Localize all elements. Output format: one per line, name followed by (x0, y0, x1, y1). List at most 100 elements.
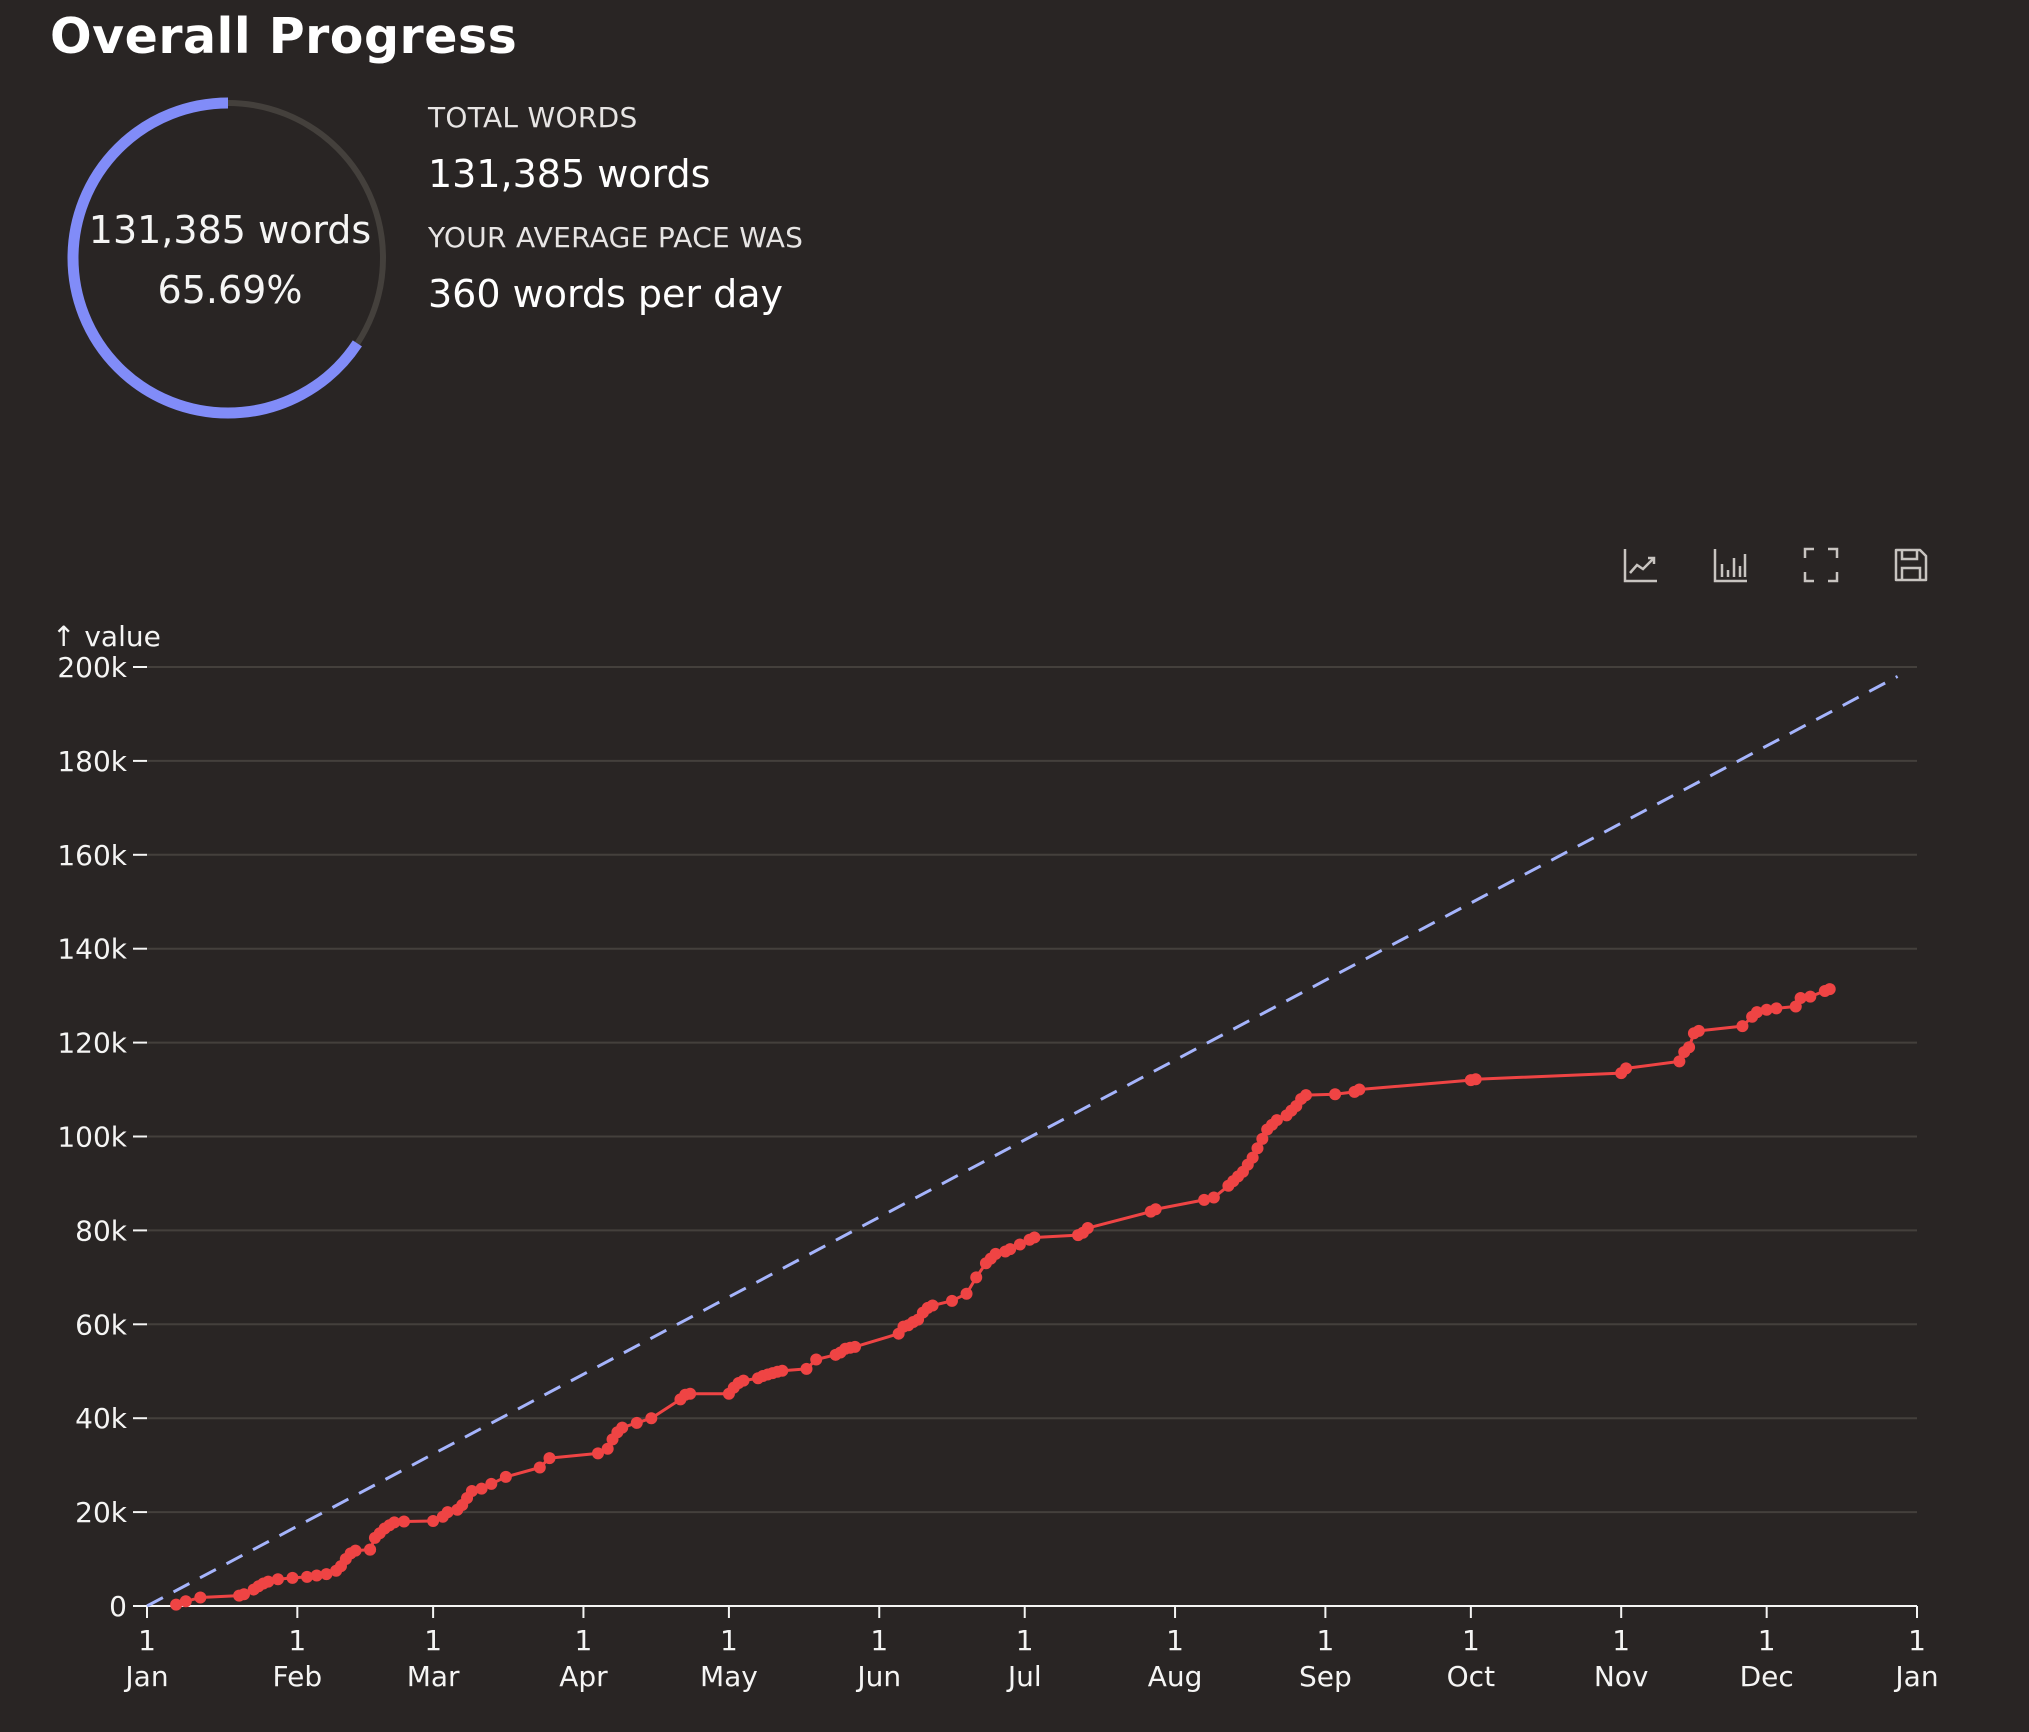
x-tick-month-label: Sep (1299, 1660, 1352, 1693)
x-tick-day-label: 1 (138, 1624, 156, 1657)
words-point (364, 1543, 377, 1556)
total-words-label: TOTAL WORDS (428, 101, 638, 134)
words-point (1198, 1193, 1211, 1206)
words-point (1469, 1073, 1482, 1086)
y-tick-label: 200k (57, 651, 127, 684)
words-point (286, 1571, 299, 1584)
x-tick-day-label: 1 (1166, 1624, 1184, 1657)
words-point (262, 1575, 275, 1588)
words-point (533, 1461, 546, 1474)
words-point (1804, 990, 1817, 1003)
y-tick-label: 60k (75, 1308, 128, 1341)
words-point (310, 1569, 323, 1582)
x-tick-day-label: 1 (1016, 1624, 1034, 1657)
ring-words: 131,385 words (88, 208, 372, 252)
words-point (970, 1271, 983, 1284)
words-point (1299, 1089, 1312, 1102)
words-point (810, 1353, 823, 1366)
words-point (989, 1247, 1002, 1260)
x-tick-day-label: 1 (720, 1624, 738, 1657)
x-tick-day-label: 1 (1908, 1624, 1926, 1657)
x-tick-month-label: Apr (559, 1660, 608, 1693)
x-tick-day-label: 1 (1316, 1624, 1334, 1657)
progress-ring-graphic (67, 97, 389, 419)
words-point (237, 1588, 250, 1601)
words-point (1770, 1002, 1783, 1015)
words-point (1353, 1083, 1366, 1096)
words-point (1683, 1041, 1696, 1054)
words-point (849, 1340, 861, 1353)
words-point (194, 1591, 207, 1604)
words-point (1149, 1203, 1162, 1216)
bar-chart-button[interactable] (1712, 546, 1750, 584)
words-point (1028, 1231, 1041, 1244)
x-tick-month-label: May (700, 1660, 758, 1693)
chart-toolbar (1622, 546, 1930, 584)
words-point (1673, 1055, 1686, 1068)
x-tick-month-label: Dec (1740, 1660, 1794, 1693)
progress-ring-text: 131,385 words 65.69% (62, 92, 398, 428)
average-pace-label: YOUR AVERAGE PACE WAS (428, 221, 804, 254)
x-tick-day-label: 1 (288, 1624, 306, 1657)
words-point (630, 1416, 643, 1429)
words-point (616, 1421, 629, 1434)
y-axis-label: ↑ value (52, 620, 161, 653)
x-tick-month-label: Jan (123, 1660, 168, 1693)
words-point (1794, 991, 1807, 1004)
words-point (1081, 1222, 1094, 1235)
total-words-value: 131,385 words (428, 152, 711, 196)
words-point (271, 1573, 284, 1586)
words-point (388, 1516, 401, 1529)
y-tick-label: 180k (57, 745, 127, 778)
words-point (1760, 1003, 1773, 1016)
x-tick-day-label: 1 (1612, 1624, 1630, 1657)
y-tick-label: 160k (57, 839, 127, 872)
words-point (1246, 1151, 1259, 1164)
words-point (601, 1442, 614, 1455)
words-point (960, 1287, 973, 1300)
save-button[interactable] (1892, 546, 1930, 584)
x-tick-day-label: 1 (1462, 1624, 1480, 1657)
words-point (179, 1595, 192, 1608)
average-pace-value: 360 words per day (428, 272, 783, 316)
goal-line (146, 675, 1899, 1608)
words-point (1823, 983, 1836, 996)
page-title: Overall Progress (50, 8, 518, 65)
words-point (800, 1362, 813, 1375)
words-point (926, 1299, 939, 1312)
line-chart-button[interactable] (1622, 546, 1660, 584)
bar-chart-icon (1713, 549, 1747, 583)
words-point (1207, 1191, 1220, 1204)
y-tick-label: 100k (57, 1121, 127, 1154)
x-tick-day-label: 1 (424, 1624, 442, 1657)
words-point (398, 1515, 411, 1528)
y-tick-label: 40k (75, 1402, 128, 1435)
words-point (684, 1387, 697, 1400)
progress-ring-fill (67, 97, 389, 419)
words-point (1329, 1088, 1342, 1101)
fullscreen-icon (1803, 547, 1839, 583)
words-point (427, 1515, 440, 1528)
words-point (1004, 1243, 1017, 1256)
y-tick-label: 120k (57, 1027, 127, 1060)
y-tick-label: 0 (109, 1590, 127, 1623)
x-tick-month-label: Jul (1006, 1660, 1042, 1693)
fullscreen-button[interactable] (1802, 546, 1840, 584)
x-tick-month-label: Jun (855, 1660, 901, 1693)
y-tick-label: 80k (75, 1214, 128, 1247)
words-point (499, 1470, 512, 1483)
x-tick-month-label: Oct (1447, 1660, 1495, 1693)
words-point (737, 1374, 750, 1387)
y-tick-label: 20k (75, 1496, 128, 1529)
words-point (1750, 1006, 1763, 1019)
words-point (301, 1570, 314, 1583)
words-point (1736, 1020, 1749, 1033)
x-tick-day-label: 1 (870, 1624, 888, 1657)
words-point (170, 1598, 183, 1611)
words-point (1620, 1062, 1633, 1075)
x-tick-month-label: Aug (1148, 1660, 1203, 1693)
words-point (945, 1294, 958, 1307)
words-point (776, 1364, 789, 1377)
